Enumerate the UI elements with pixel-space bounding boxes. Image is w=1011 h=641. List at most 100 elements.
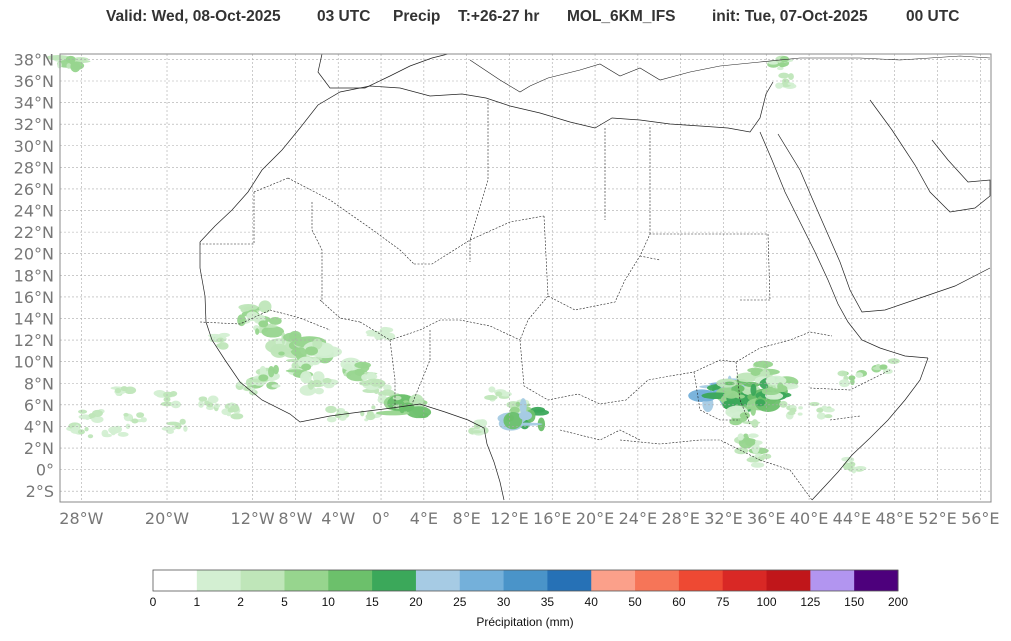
colorbar-tick-label: 2 [237, 595, 244, 609]
precip-cell [383, 384, 392, 392]
latitude-label: 28°N [14, 158, 54, 177]
precip-core [495, 391, 503, 397]
init-date: init: Tue, 07-Oct-2025 [712, 8, 868, 25]
colorbar-tick-label: 20 [409, 595, 423, 609]
precip-cell [821, 405, 827, 409]
model-name: MOL_6KM_IFS [567, 8, 676, 25]
precip-cell [779, 400, 788, 408]
colorbar-tick-label: 50 [628, 595, 642, 609]
longitude-label: 8°W [278, 509, 312, 528]
precip-core [227, 407, 235, 413]
precip-cell [737, 433, 744, 441]
longitude-label: 4°W [321, 509, 355, 528]
colorbar-frame [152, 569, 899, 592]
precip-core [366, 410, 374, 416]
precip-core [131, 418, 139, 424]
latitude-label: 34°N [14, 94, 54, 113]
coastline-red-sea-west [759, 131, 929, 359]
precip-cell [742, 420, 761, 425]
field-name: Precip [393, 8, 441, 25]
colorbar-tick-label: 5 [281, 595, 288, 609]
precip-cell [70, 61, 81, 73]
precip-core [739, 412, 750, 420]
precip-cell [837, 370, 848, 377]
precip-cell [271, 384, 281, 388]
precip-cell [326, 416, 337, 423]
longitude-label: 28°E [661, 509, 699, 528]
longitude-label: 36°E [747, 509, 785, 528]
precip-core [88, 413, 96, 419]
coastline-gulf [869, 99, 991, 213]
precip-cell [723, 390, 739, 399]
precip-core [110, 429, 118, 435]
precip-cell [471, 430, 482, 434]
colorbar-swatches [153, 570, 899, 591]
longitude-labels: 28°W 20°W 12°W 8°W 4°W 0° 4°E 8°E 12°E 16°E 20°E 24… [59, 509, 999, 528]
precip-cell [213, 403, 221, 409]
map-title: Valid: Wed, 08-Oct-2025 03 UTC Precip T:… [0, 8, 1011, 28]
latitude-label: 4°N [24, 417, 54, 436]
colorbar-tick-label: 15 [365, 595, 379, 609]
border-lines [199, 100, 891, 501]
init-time: 00 UTC [906, 8, 960, 25]
precip-cell [125, 423, 131, 430]
graticule [60, 54, 991, 502]
precip-cell [238, 304, 258, 311]
precip-core [778, 62, 786, 68]
precip-core [120, 386, 128, 392]
precip-cell [747, 433, 759, 438]
precip-cell [123, 412, 129, 417]
colorbar-swatch [766, 570, 811, 591]
precip-cell [515, 401, 521, 407]
coastline-west-africa [199, 242, 505, 501]
precip-cell [750, 383, 757, 396]
colorbar-tick-label: 1 [193, 595, 200, 609]
colorbar-swatch [635, 570, 680, 591]
precip-cell [488, 386, 496, 393]
precip-cell [761, 387, 780, 396]
precip-cell [777, 66, 784, 71]
precip-cell [268, 365, 275, 378]
longitude-label: 20°W [145, 509, 189, 528]
longitude-label: 56°E [961, 509, 999, 528]
latitude-label: 12°N [14, 331, 54, 350]
precip-cell [166, 429, 174, 435]
precip-cell [365, 329, 377, 335]
precip-cell [750, 462, 765, 468]
colorbar-ticks: 0 1 2 5 10 15 20 25 30 35 40 50 60 75 100 125 150 200 [150, 595, 909, 609]
latitude-label: 20°N [14, 245, 54, 264]
precip-cell [268, 316, 282, 325]
precip-cell [314, 387, 324, 395]
precip-cell [312, 338, 323, 350]
precip-cell [519, 398, 527, 415]
longitude-label: 16°E [533, 509, 571, 528]
precip-cell [46, 55, 71, 61]
precip-cell [775, 82, 783, 89]
precip-cell [230, 413, 244, 420]
latitude-label: 24°N [14, 202, 54, 221]
latitude-label: 38°N [14, 50, 54, 69]
precip-core [65, 55, 76, 63]
precip-cell [291, 362, 300, 369]
precip-cell [798, 406, 803, 410]
precipitation-layer [46, 55, 900, 474]
precip-core [816, 407, 824, 413]
longitude-label: 52°E [918, 509, 956, 528]
precip-cell [170, 400, 181, 409]
valid-date: Valid: Wed, 08-Oct-2025 [106, 8, 281, 25]
precip-cell [824, 414, 833, 419]
precip-core [301, 363, 312, 371]
longitude-label: 12°W [231, 509, 275, 528]
colorbar: 0 1 2 5 10 15 20 25 30 35 40 50 60 75 100 125 150 200 Pré… [150, 569, 909, 629]
colorbar-tick-label: 200 [888, 595, 908, 609]
precip-cell [270, 343, 288, 358]
colorbar-swatch [328, 570, 373, 591]
precip-core [258, 320, 269, 328]
colorbar-tick-label: 60 [672, 595, 686, 609]
latitude-label: 32°N [14, 115, 54, 134]
precip-cell [57, 61, 62, 69]
colorbar-tick-label: 40 [585, 595, 599, 609]
latitude-label: 14°N [14, 309, 54, 328]
colorbar-swatch [678, 570, 724, 591]
longitude-label: 8°E [452, 509, 480, 528]
